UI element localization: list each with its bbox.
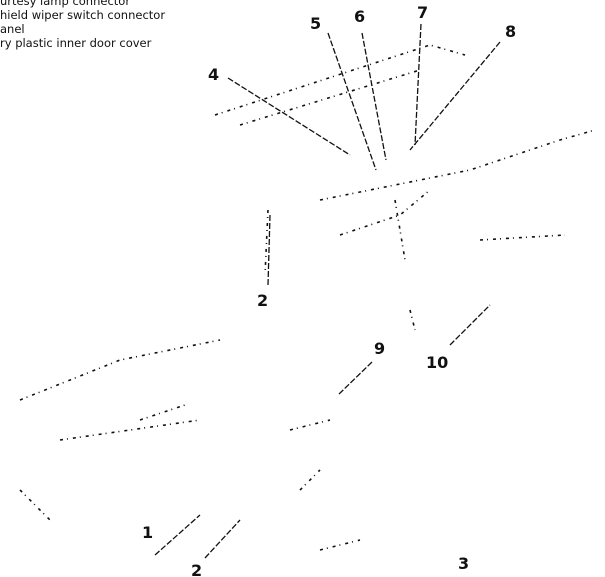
callout: 9 xyxy=(374,339,385,358)
callout: 2 xyxy=(257,291,268,310)
callout: 1 xyxy=(142,523,153,542)
callout: 3 xyxy=(458,554,469,573)
callout: 6 xyxy=(354,7,365,26)
legend-item: anel xyxy=(0,22,25,36)
callout: 2 xyxy=(191,561,202,577)
callout: 4 xyxy=(208,65,219,84)
legend-item: ry plastic inner door cover xyxy=(0,36,152,50)
callout: 5 xyxy=(310,14,321,33)
callout: 8 xyxy=(505,22,516,41)
legend-item: urtesy lamp connector xyxy=(0,0,131,8)
sketch xyxy=(19,44,596,551)
leader-lines xyxy=(154,23,501,559)
legend-item: hield wiper switch connector xyxy=(0,8,166,22)
callout: 10 xyxy=(426,353,448,372)
callout: 7 xyxy=(417,3,428,22)
